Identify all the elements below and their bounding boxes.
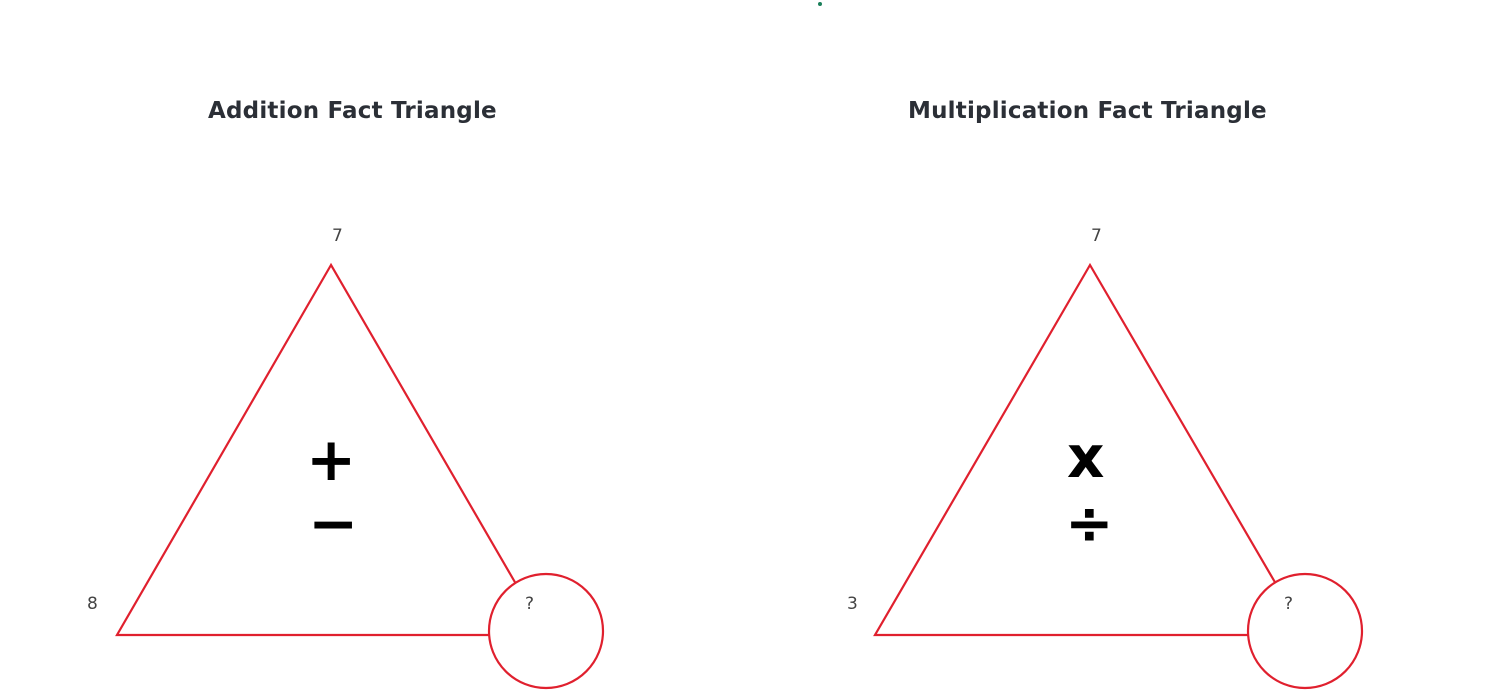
multiplication-triangle-title: Multiplication Fact Triangle — [908, 98, 1267, 124]
divide-operator: ÷ — [1065, 489, 1114, 557]
addition-triangle-diagram — [115, 262, 605, 690]
multiplication-answer-circle — [1246, 572, 1364, 690]
addition-bottom-left-number: 8 — [87, 594, 98, 614]
plus-operator: + — [306, 425, 357, 495]
multiplication-fact-triangle-panel: Multiplication Fact Triangle 7 3 ? x ÷ — [749, 0, 1498, 694]
minus-operator: − — [308, 489, 359, 559]
multiplication-answer-placeholder: ? — [1284, 594, 1294, 614]
times-operator: x — [1067, 423, 1105, 491]
addition-answer-circle — [487, 572, 605, 690]
decorative-dot — [818, 2, 822, 6]
addition-top-number: 7 — [332, 226, 343, 246]
addition-answer-placeholder: ? — [525, 594, 535, 614]
multiplication-top-number: 7 — [1091, 226, 1102, 246]
multiplication-bottom-left-number: 3 — [847, 594, 858, 614]
addition-triangle-title: Addition Fact Triangle — [208, 98, 497, 124]
addition-fact-triangle-panel: Addition Fact Triangle 7 8 ? + − — [87, 98, 605, 690]
multiplication-triangle-diagram — [873, 262, 1364, 690]
